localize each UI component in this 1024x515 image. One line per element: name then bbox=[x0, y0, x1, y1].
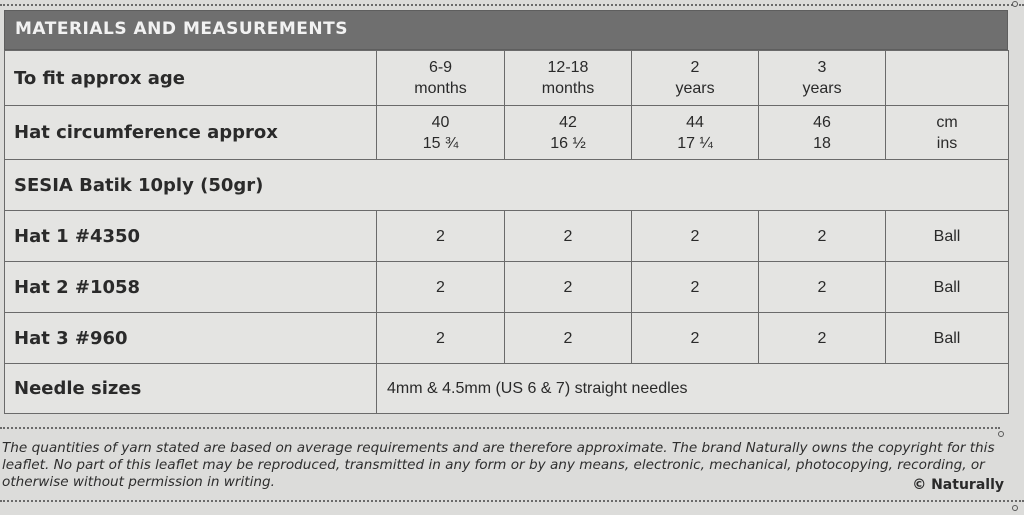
hat1-quantity: 2 bbox=[631, 210, 759, 262]
age-cell: 3 years bbox=[758, 50, 886, 106]
hat2-quantity: 2 bbox=[504, 261, 632, 313]
hat3-row: Hat 3 #960 2 2 2 2 Ball bbox=[4, 312, 1009, 364]
hat2-unit: Ball bbox=[885, 261, 1009, 313]
age-unit: months bbox=[541, 80, 595, 97]
hat1-row: Hat 1 #4350 2 2 2 2 Ball bbox=[4, 210, 1009, 262]
materials-table: MATERIALS AND MEASUREMENTS To fit approx… bbox=[4, 10, 1009, 414]
needles-row: Needle sizes 4mm & 4.5mm (US 6 & 7) stra… bbox=[4, 363, 1009, 414]
circumference-cell: 40 15 ¾ bbox=[376, 105, 505, 160]
age-unit: years bbox=[675, 80, 715, 97]
hat1-quantity: 2 bbox=[504, 210, 632, 262]
unit-cm: cm bbox=[936, 113, 958, 131]
copyright-notice: The quantities of yarn stated are based … bbox=[2, 440, 995, 490]
circumference-row: Hat circumference approx 40 15 ¾ 42 16 ½ 4… bbox=[4, 105, 1009, 160]
yarn-row: SESIA Batik 10ply (50gr) bbox=[4, 159, 1009, 211]
age-unit: months bbox=[414, 80, 467, 97]
circumference-cell: 46 18 bbox=[758, 105, 886, 160]
needles-label: Needle sizes bbox=[4, 363, 377, 414]
age-cell: 6-9 months bbox=[376, 50, 505, 106]
circumference-cm: 40 bbox=[431, 113, 450, 131]
hat1-quantity: 2 bbox=[758, 210, 886, 262]
age-cell: 2 years bbox=[631, 50, 759, 106]
hat1-quantity: 2 bbox=[376, 210, 505, 262]
hat2-label: Hat 2 #1058 bbox=[4, 261, 377, 313]
divider-end-dot bbox=[1012, 1, 1018, 7]
top-dotted-divider bbox=[0, 0, 1024, 6]
bottom-dotted-divider bbox=[0, 500, 1024, 502]
circumference-ins: 16 ½ bbox=[550, 134, 586, 152]
age-value: 12-18 bbox=[547, 59, 589, 76]
circumference-ins: 18 bbox=[813, 134, 831, 152]
age-value: 2 bbox=[690, 59, 700, 76]
hat3-quantity: 2 bbox=[376, 312, 505, 364]
age-cell: 12-18 months bbox=[504, 50, 632, 106]
circumference-cell: 42 16 ½ bbox=[504, 105, 632, 160]
hat2-row: Hat 2 #1058 2 2 2 2 Ball bbox=[4, 261, 1009, 313]
circumference-ins: 17 ¼ bbox=[677, 134, 713, 152]
circumference-cm: 42 bbox=[559, 113, 577, 131]
divider-end-dot bbox=[998, 431, 1004, 437]
needles-value: 4mm & 4.5mm (US 6 & 7) straight needles bbox=[376, 363, 1009, 414]
hat2-quantity: 2 bbox=[631, 261, 759, 313]
circumference-cm: 44 bbox=[686, 113, 704, 131]
age-label: To fit approx age bbox=[4, 50, 377, 106]
yarn-label: SESIA Batik 10ply (50gr) bbox=[4, 159, 1009, 211]
hat2-quantity: 2 bbox=[758, 261, 886, 313]
hat2-quantity: 2 bbox=[376, 261, 505, 313]
age-unit: years bbox=[802, 80, 842, 97]
hat1-label: Hat 1 #4350 bbox=[4, 210, 377, 262]
age-value: 3 bbox=[817, 59, 827, 76]
age-unit-cell bbox=[885, 50, 1009, 106]
hat3-quantity: 2 bbox=[631, 312, 759, 364]
measurements-grid: To fit approx age 6-9 months 12-18 months … bbox=[4, 50, 1009, 414]
circumference-unit-cell: cm ins bbox=[885, 105, 1009, 160]
age-value: 6-9 bbox=[428, 59, 453, 76]
circumference-ins: 15 ¾ bbox=[422, 134, 459, 152]
unit-ins: ins bbox=[936, 134, 958, 152]
footnote-dotted-divider bbox=[0, 427, 1000, 429]
age-row: To fit approx age 6-9 months 12-18 months … bbox=[4, 50, 1009, 106]
hat3-quantity: 2 bbox=[758, 312, 886, 364]
hat3-unit: Ball bbox=[885, 312, 1009, 364]
circumference-label: Hat circumference approx bbox=[4, 105, 377, 160]
circumference-cell: 44 17 ¼ bbox=[631, 105, 759, 160]
hat3-quantity: 2 bbox=[504, 312, 632, 364]
hat1-unit: Ball bbox=[885, 210, 1009, 262]
hat3-label: Hat 3 #960 bbox=[4, 312, 377, 364]
circumference-cm: 46 bbox=[813, 113, 831, 131]
section-title: MATERIALS AND MEASUREMENTS bbox=[4, 10, 1008, 50]
copyright-brand: © Naturally bbox=[912, 477, 1004, 493]
divider-end-dot bbox=[1012, 505, 1018, 511]
